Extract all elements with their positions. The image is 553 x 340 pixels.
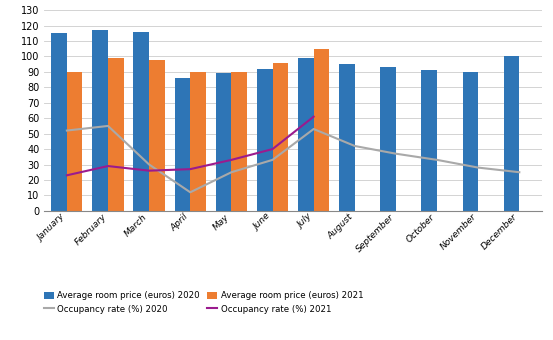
Legend: Average room price (euros) 2020, Occupancy rate (%) 2020, Average room price (eu: Average room price (euros) 2020, Occupan… <box>44 291 363 313</box>
Bar <box>380 67 396 211</box>
Bar <box>67 72 82 211</box>
Bar <box>462 72 478 211</box>
Bar <box>175 78 190 211</box>
Bar <box>108 58 124 211</box>
Bar <box>421 70 437 211</box>
Bar <box>190 72 206 211</box>
Bar <box>216 73 231 211</box>
Bar <box>231 72 247 211</box>
Bar <box>504 56 519 211</box>
Bar <box>273 63 288 211</box>
Bar <box>149 59 165 211</box>
Bar <box>314 49 329 211</box>
Bar <box>257 69 273 211</box>
Bar <box>339 64 355 211</box>
Bar <box>133 32 149 211</box>
Bar <box>298 58 314 211</box>
Bar <box>51 33 67 211</box>
Bar <box>92 30 108 211</box>
